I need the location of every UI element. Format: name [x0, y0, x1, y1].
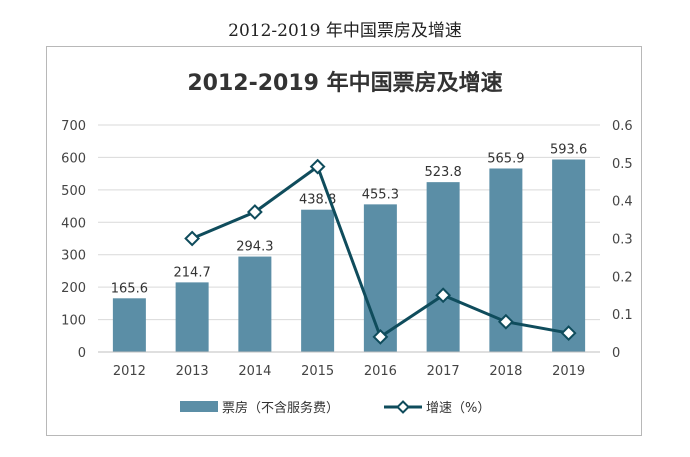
- bar-2016: [363, 204, 397, 352]
- bar-data-label: 438.8: [299, 193, 336, 208]
- right-tick-label: 0.1: [612, 308, 633, 323]
- left-tick-label: 700: [61, 119, 86, 134]
- category-label: 2018: [489, 364, 522, 379]
- right-tick-label: 0.3: [612, 233, 633, 248]
- category-label: 2019: [552, 364, 585, 379]
- growth-point: [497, 313, 514, 330]
- bar-2012: [112, 298, 146, 352]
- left-tick-label: 400: [61, 216, 86, 231]
- right-tick-label: 0.2: [612, 270, 633, 285]
- left-tick-label: 600: [61, 151, 86, 166]
- category-label: 2012: [113, 364, 146, 379]
- bar-data-label: 523.8: [425, 165, 462, 180]
- left-tick-label: 500: [61, 184, 86, 199]
- category-label: 2016: [364, 364, 397, 379]
- bar-2014: [238, 256, 272, 352]
- legend-line-label: 增速（%）: [426, 401, 490, 416]
- bar-data-labels: 165.6 214.7 294.3 438.8 455.3 523.8 565.9 593.6: [111, 143, 587, 297]
- gridlines: [98, 124, 600, 321]
- bar-data-label: 593.6: [550, 143, 587, 158]
- growth-point: [372, 328, 389, 345]
- category-label: 2014: [238, 364, 271, 379]
- left-tick-label: 100: [61, 314, 86, 329]
- right-tick-label: 0: [612, 346, 620, 361]
- bar-2017: [426, 182, 460, 352]
- category-axis-labels: 2012 2013 2014 2015 2016 2017 2018 2019: [113, 364, 585, 379]
- bar-data-label: 294.3: [236, 240, 273, 255]
- right-tick-label: 0.5: [612, 157, 633, 172]
- growth-point: [309, 158, 326, 175]
- chart-title: 2012-2019 年中国票房及增速: [187, 70, 502, 96]
- growth-point: [435, 287, 452, 304]
- bar-2019: [552, 159, 586, 352]
- left-tick-label: 300: [61, 249, 86, 264]
- legend-bar-swatch: [180, 401, 218, 412]
- bar-data-label: 565.9: [487, 151, 524, 166]
- legend-bar-label: 票房（不含服务费）: [222, 400, 339, 416]
- growth-point: [184, 230, 201, 247]
- growth-point: [560, 325, 577, 341]
- bar-data-label: 214.7: [174, 265, 211, 280]
- left-tick-label: 0: [78, 346, 86, 361]
- left-tick-label: 200: [61, 281, 86, 296]
- legend-line-marker: [396, 400, 410, 414]
- line-series: [184, 158, 577, 345]
- legend: 票房（不含服务费） 增速（%）: [180, 400, 490, 416]
- growth-point: [246, 204, 263, 220]
- page-title: 2012-2019 年中国票房及增速: [228, 21, 462, 41]
- category-label: 2017: [427, 364, 460, 379]
- bar-series: [112, 159, 586, 352]
- right-tick-label: 0.4: [612, 195, 633, 210]
- bar-2015: [301, 209, 335, 352]
- bar-data-label: 455.3: [362, 187, 399, 202]
- bar-2013: [175, 282, 209, 352]
- right-tick-label: 0.6: [612, 119, 633, 134]
- bar-data-label: 165.6: [111, 281, 148, 296]
- category-label: 2013: [176, 364, 209, 379]
- category-label: 2015: [301, 364, 334, 379]
- left-axis-ticks: 0 100 200 300 400 500 600 700: [61, 119, 86, 361]
- right-axis-ticks: 0 0.1 0.2 0.3 0.4 0.5 0.6: [612, 119, 633, 361]
